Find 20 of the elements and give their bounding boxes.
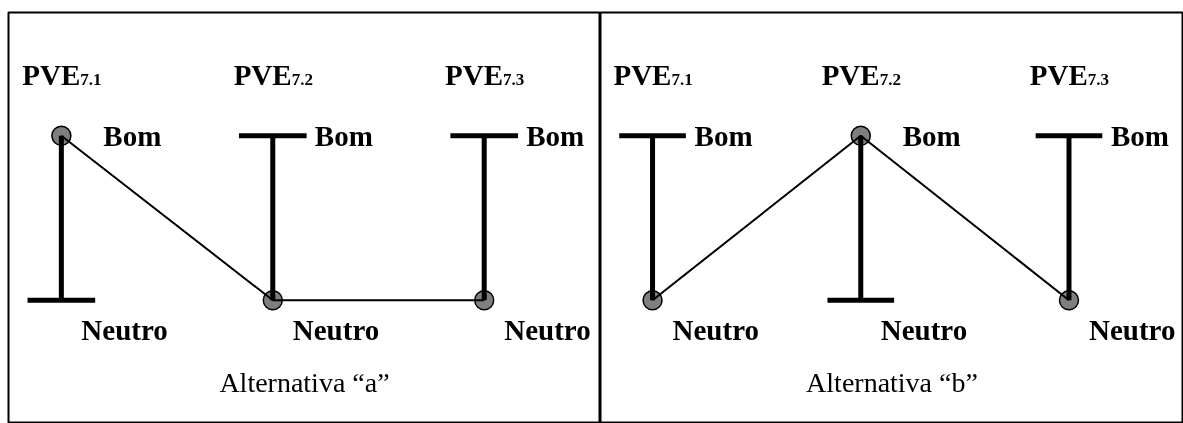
- text: Neutro: [81, 314, 168, 347]
- text: Alternativa “b”: [806, 366, 978, 398]
- annotation: Bom: [314, 119, 373, 152]
- text: Neutro: [880, 314, 968, 347]
- x-tick-label: PVE7.3: [1029, 58, 1110, 91]
- x-tick-label: PVE7.2: [821, 58, 901, 91]
- x-tick-label: PVE7.1: [22, 58, 102, 91]
- x-tick-label: PVE7.3: [445, 58, 525, 91]
- annotation: Bom: [902, 119, 961, 152]
- text: Neutro: [1088, 314, 1176, 347]
- annotation: Bom: [103, 119, 162, 152]
- x-tick-label: PVE7.1: [613, 58, 693, 91]
- text: Neutro: [672, 314, 760, 347]
- text: Neutro: [292, 314, 380, 347]
- text: Alternativa “a”: [219, 366, 390, 398]
- annotation: Bom: [526, 119, 585, 152]
- x-tick-label: PVE7.2: [233, 58, 313, 91]
- annotation: Bom: [1110, 119, 1169, 152]
- text: Neutro: [504, 314, 591, 347]
- annotation: Bom: [694, 119, 753, 152]
